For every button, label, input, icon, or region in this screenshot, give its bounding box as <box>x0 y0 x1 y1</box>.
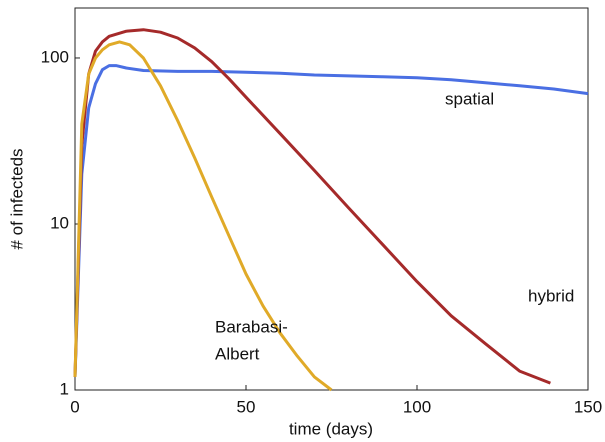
series-line <box>73 40 333 392</box>
plot-frame <box>74 7 589 391</box>
y-tick-label: 100 <box>41 47 69 66</box>
series-line <box>73 64 589 377</box>
series-line <box>73 28 551 385</box>
series-label: spatial <box>445 89 494 108</box>
series-label: Albert <box>215 344 260 363</box>
series-label: Barabasi- <box>215 317 288 336</box>
x-tick-label: 100 <box>403 397 431 416</box>
y-tick-label: 1 <box>60 379 69 398</box>
x-tick-label: 50 <box>237 397 256 416</box>
y-tick-label: 10 <box>50 213 69 232</box>
x-tick-label: 0 <box>70 397 79 416</box>
series-label: hybrid <box>528 286 574 305</box>
x-tick-label: 150 <box>574 397 602 416</box>
x-axis-label: time (days) <box>289 419 373 438</box>
y-axis-label: # of infecteds <box>7 148 26 249</box>
